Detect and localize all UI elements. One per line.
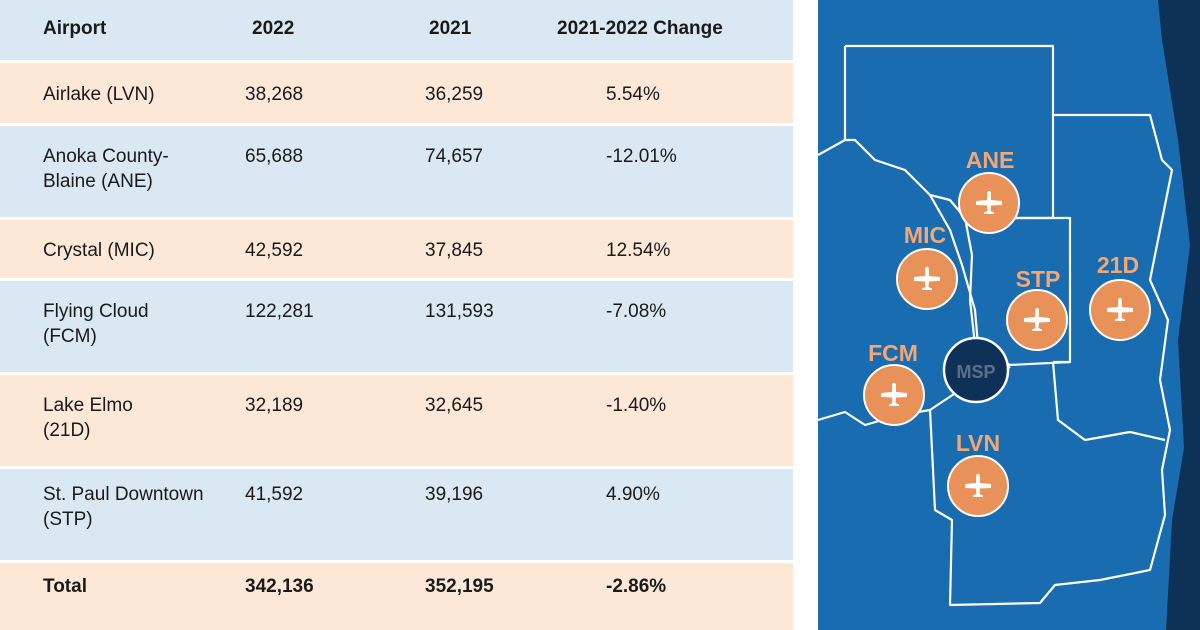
airport-label-fcm: FCM	[868, 340, 918, 366]
airport-marker-mic: MIC	[896, 222, 958, 310]
ops-2021: 39,196	[425, 484, 484, 505]
ops-change: 4.90%	[606, 484, 660, 505]
airport-name: St. Paul Downtown (STP)	[43, 484, 204, 530]
msp-hub: MSP	[942, 336, 1010, 404]
ops-2021: 131,593	[425, 301, 494, 322]
ops-2021: 37,845	[425, 240, 484, 261]
airport-name: Flying Cloud (FCM)	[43, 301, 149, 347]
table-row: Crystal (MIC) 42,592 37,845 12.54%	[0, 220, 793, 278]
table-row: Lake Elmo (21D) 32,189 32,645 -1.40%	[0, 375, 793, 466]
airport-operations-table: Airport 2022 2021 2021-2022 Change Airla…	[0, 0, 793, 630]
airport-map: MSP ANE MIC STP 21D FCM LVN	[818, 0, 1200, 630]
map-dark-region	[1158, 0, 1200, 630]
total-2022: 342,136	[245, 576, 314, 597]
airport-label-21d: 21D	[1097, 252, 1139, 278]
ops-2021: 32,645	[425, 395, 484, 416]
ops-2022: 42,592	[245, 240, 304, 261]
ops-2022: 65,688	[245, 146, 304, 167]
ops-change: 5.54%	[606, 84, 660, 105]
table-row: Anoka County-Blaine (ANE) 65,688 74,657 …	[0, 126, 793, 217]
airport-label-stp: STP	[1016, 266, 1061, 292]
header-airport: Airport	[43, 18, 107, 39]
table-row: St. Paul Downtown (STP) 41,592 39,196 4.…	[0, 469, 793, 560]
airport-name: Anoka County-Blaine (ANE)	[43, 146, 169, 192]
header-change: 2021-2022 Change	[557, 18, 723, 39]
ops-2022: 41,592	[245, 484, 304, 505]
airport-marker-lvn: LVN	[947, 430, 1009, 517]
airport-marker-21d: 21D	[1089, 252, 1151, 341]
ops-2021: 74,657	[425, 146, 484, 167]
header-2022: 2022	[252, 18, 295, 39]
airport-label-mic: MIC	[904, 222, 946, 248]
airport-name: Crystal (MIC)	[43, 240, 155, 261]
header-2021: 2021	[429, 18, 472, 39]
ops-2021: 36,259	[425, 84, 484, 105]
ops-change: -7.08%	[606, 301, 667, 322]
table-total-row: Total 342,136 352,195 -2.86%	[0, 563, 793, 630]
total-change: -2.86%	[606, 576, 667, 597]
airport-marker-fcm: FCM	[863, 340, 925, 426]
table-row: Flying Cloud (FCM) 122,281 131,593 -7.08…	[0, 281, 793, 372]
airport-label-ane: ANE	[966, 147, 1015, 173]
ops-change: -1.40%	[606, 395, 667, 416]
table-header-row: Airport 2022 2021 2021-2022 Change	[0, 0, 793, 60]
airport-marker-ane: ANE	[958, 147, 1020, 234]
ops-2022: 122,281	[245, 301, 314, 322]
msp-label: MSP	[956, 362, 995, 382]
airport-marker-stp: STP	[1006, 266, 1068, 351]
ops-2022: 32,189	[245, 395, 304, 416]
ops-change: 12.54%	[606, 240, 671, 261]
ops-2022: 38,268	[245, 84, 304, 105]
airport-label-lvn: LVN	[956, 430, 1000, 456]
total-label: Total	[43, 576, 87, 597]
total-2021: 352,195	[425, 576, 494, 597]
airport-name: Lake Elmo (21D)	[43, 395, 133, 441]
airport-name: Airlake (LVN)	[43, 84, 155, 105]
ops-change: -12.01%	[606, 146, 677, 167]
table-row: Airlake (LVN) 38,268 36,259 5.54%	[0, 63, 793, 123]
